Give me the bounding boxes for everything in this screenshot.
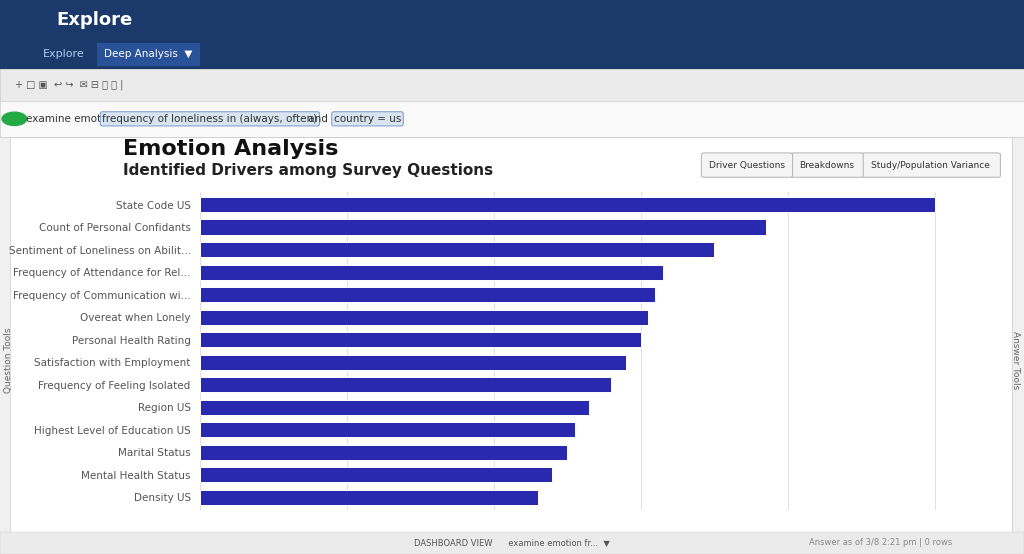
Text: country = us: country = us <box>334 114 401 124</box>
Text: DASHBOARD VIEW      examine emotion fr...  ▼: DASHBOARD VIEW examine emotion fr... ▼ <box>414 538 610 547</box>
Text: Deep Analysis  ▼: Deep Analysis ▼ <box>104 49 193 59</box>
Text: Study/Population Variance: Study/Population Variance <box>871 161 990 170</box>
Bar <box>200 355 626 370</box>
Text: Emotion Analysis: Emotion Analysis <box>123 139 338 159</box>
Text: Answer as of 3/8 2:21 pm | 0 rows: Answer as of 3/8 2:21 pm | 0 rows <box>809 538 952 547</box>
Text: Explore: Explore <box>56 11 132 29</box>
Text: + □ ▣  ↩ ↪  ✉ ⊟ 📄 🖹 |: + □ ▣ ↩ ↪ ✉ ⊟ 📄 🖹 | <box>15 80 124 90</box>
Bar <box>200 242 714 257</box>
Bar <box>200 490 538 505</box>
Text: Answer Tools: Answer Tools <box>1012 331 1020 389</box>
Bar <box>200 219 766 235</box>
Text: Explore: Explore <box>43 49 84 59</box>
Bar <box>200 445 567 460</box>
Text: Identified Drivers among Survey Questions: Identified Drivers among Survey Question… <box>123 163 493 178</box>
Bar <box>200 197 935 212</box>
Bar <box>200 310 648 325</box>
Bar <box>200 332 641 347</box>
Text: Question Tools: Question Tools <box>4 327 12 393</box>
Bar <box>200 287 655 302</box>
Bar <box>200 422 574 438</box>
Text: examine emotion: examine emotion <box>26 114 120 124</box>
Bar <box>200 399 589 415</box>
Text: and: and <box>305 114 332 124</box>
Text: Breakdowns: Breakdowns <box>800 161 854 170</box>
Bar <box>200 264 663 280</box>
Text: Driver Questions: Driver Questions <box>709 161 785 170</box>
Text: frequency of loneliness in (always, often): frequency of loneliness in (always, ofte… <box>102 114 317 124</box>
Bar <box>200 377 611 392</box>
Bar <box>200 467 553 483</box>
